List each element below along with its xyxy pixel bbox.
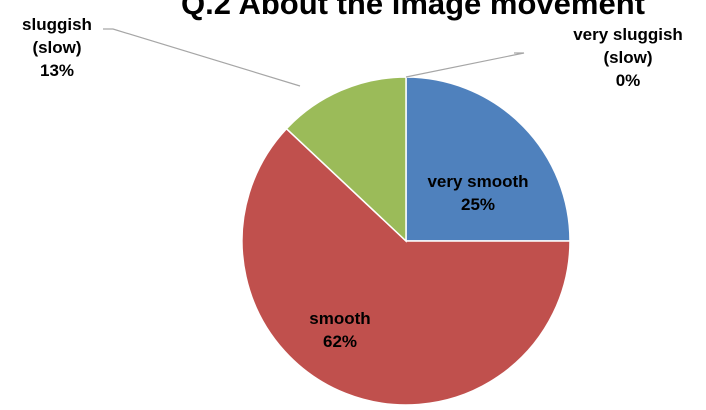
chart-title: Q.2 About the image movement [181, 0, 645, 21]
pie-slice-sluggish-slow-label: sluggish (slow) 13% [22, 15, 92, 80]
pie-slice-very-smooth-label: very smooth 25% [427, 172, 528, 214]
pie-slice-very-smooth-label-line: very smooth [427, 172, 528, 191]
pie-slice-very-sluggish-slow-label-line: very sluggish [573, 25, 683, 44]
pie-slice-smooth [241, 127, 571, 406]
pie-slice-very-sluggish-slow-label: very sluggish (slow) 0% [573, 25, 683, 90]
pie-slice-sluggish-slow [285, 76, 407, 243]
pie-slice-sluggish-slow-leader-line [103, 28, 301, 87]
pie-slice-smooth-label-line: 62% [323, 332, 357, 351]
pie-slice-smooth-label-line: smooth [309, 309, 370, 328]
pie-slice-sluggish-slow-label-line: 13% [40, 61, 74, 80]
pie-slice-smooth-label: smooth 62% [309, 309, 370, 351]
pie-slice-very-sluggish-slow-label-line: (slow) [603, 48, 652, 67]
pie-slice-very-sluggish-slow-label-line: 0% [616, 71, 641, 90]
pie-slice-very-smooth-label-line: 25% [461, 195, 495, 214]
pie-slice-very-sluggish-slow-leader-line [405, 52, 525, 78]
pie-slice-very-smooth [405, 76, 571, 242]
pie-slice-sluggish-slow-label-line: (slow) [32, 38, 81, 57]
pie-slice-sluggish-slow-label-line: sluggish [22, 15, 92, 34]
